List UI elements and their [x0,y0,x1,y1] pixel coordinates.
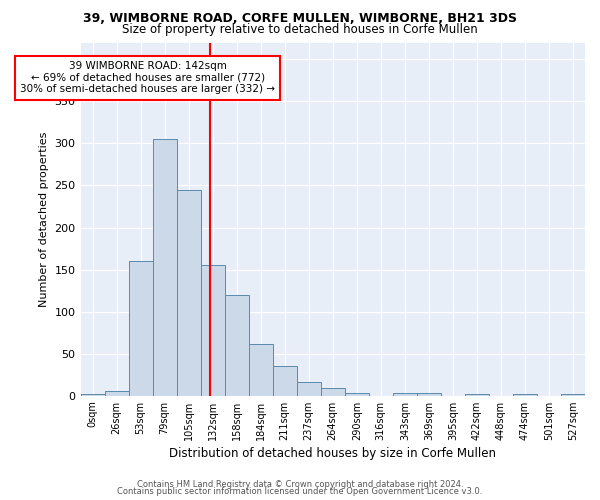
Bar [80,394,104,396]
Bar [321,388,345,396]
Bar [513,394,537,396]
Text: Contains HM Land Registry data © Crown copyright and database right 2024.: Contains HM Land Registry data © Crown c… [137,480,463,489]
Bar [272,366,297,396]
Y-axis label: Number of detached properties: Number of detached properties [39,132,49,307]
Text: 39 WIMBORNE ROAD: 142sqm
← 69% of detached houses are smaller (772)
30% of semi-: 39 WIMBORNE ROAD: 142sqm ← 69% of detach… [20,61,275,94]
Bar [176,190,200,396]
Bar [104,392,128,396]
Bar [393,393,417,396]
Bar [561,394,585,396]
Text: 39, WIMBORNE ROAD, CORFE MULLEN, WIMBORNE, BH21 3DS: 39, WIMBORNE ROAD, CORFE MULLEN, WIMBORN… [83,12,517,26]
Bar [345,393,369,396]
Bar [200,266,224,396]
Bar [224,295,248,396]
Text: Size of property relative to detached houses in Corfe Mullen: Size of property relative to detached ho… [122,22,478,36]
Bar [417,393,441,396]
Bar [128,261,152,396]
Bar [465,394,489,396]
Bar [152,139,176,396]
Text: Contains public sector information licensed under the Open Government Licence v3: Contains public sector information licen… [118,487,482,496]
Bar [297,382,321,396]
Bar [248,344,272,396]
X-axis label: Distribution of detached houses by size in Corfe Mullen: Distribution of detached houses by size … [169,447,496,460]
